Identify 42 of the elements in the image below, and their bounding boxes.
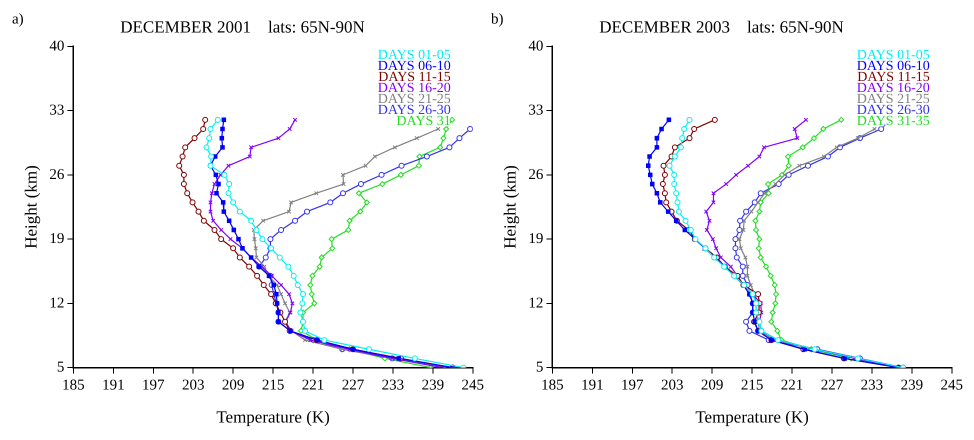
y-tick-label: 40 [528, 38, 544, 54]
x-axis-title: Temperature (K) [216, 407, 330, 426]
x-tick-label: 215 [262, 378, 284, 394]
chart-title: DECEMBER 2003 lats: 65N-90N [599, 18, 844, 37]
x-tick-label: 239 [900, 378, 924, 394]
y-tick-label: 26 [49, 166, 65, 183]
x-axis-title: Temperature (K) [695, 407, 809, 426]
text: b) [491, 11, 504, 28]
x-tick-label: 197 [621, 378, 644, 394]
y-tick-label: 40 [49, 38, 64, 54]
x-tick-label: 245 [462, 378, 484, 394]
x-tick-label: 227 [820, 378, 844, 394]
x-tick-label: 233 [860, 378, 884, 394]
y-axis-title: Height (km) [500, 165, 520, 249]
chart-title: DECEMBER 2001 lats: 65N-90N [120, 18, 365, 37]
x-tick-label: 203 [660, 378, 684, 394]
x-tick-label: 191 [581, 378, 604, 394]
x-tick-label: 227 [342, 378, 365, 394]
x-tick-label: 191 [102, 378, 125, 394]
x-tick-label: 221 [302, 378, 324, 394]
x-tick-label: 185 [541, 378, 564, 394]
x-tick-label: 197 [142, 378, 166, 394]
y-tick-label: 26 [528, 166, 544, 183]
y-tick-label: 19 [49, 231, 64, 248]
text: a) [12, 11, 24, 28]
y-tick-label: 12 [528, 295, 544, 312]
x-tick-label: 209 [700, 378, 724, 394]
x-tick-label: 239 [422, 378, 444, 394]
x-tick-label: 221 [780, 378, 804, 394]
y-tick-label: 5 [56, 360, 64, 376]
y-tick-label: 5 [536, 360, 544, 376]
x-tick-label: 215 [740, 378, 764, 394]
y-tick-label: 12 [49, 295, 64, 312]
x-tick-label: 209 [222, 378, 244, 394]
x-tick-label: 233 [382, 378, 404, 394]
x-tick-label: 245 [940, 378, 963, 394]
x-tick-label: 185 [62, 378, 85, 394]
y-tick-label: 33 [49, 102, 64, 119]
y-tick-label: 19 [528, 231, 544, 248]
y-tick-label: 33 [528, 102, 544, 119]
x-tick-label: 203 [182, 378, 204, 394]
y-axis-title: Height (km) [22, 165, 41, 249]
